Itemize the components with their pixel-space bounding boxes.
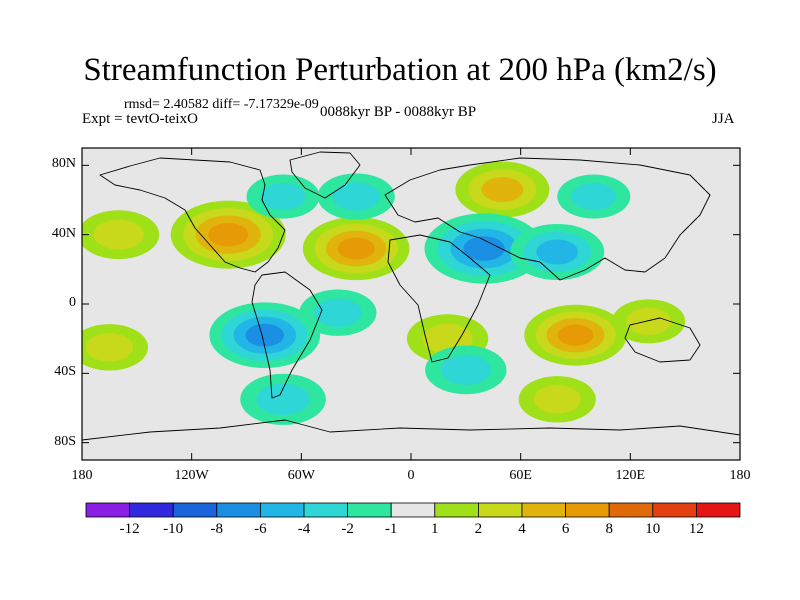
anomaly-contour-2-2: [481, 177, 524, 203]
coastline-north-america: [99, 157, 286, 273]
anomaly-contour-17-1: [314, 298, 362, 327]
period-label: 0088kyr BP - 0088kyr BP: [320, 104, 477, 120]
colorbar-label: -6: [254, 521, 267, 537]
x-tick-label: 0: [407, 468, 415, 483]
colorbar-label: 4: [518, 521, 526, 537]
anomaly-contour-10-2: [536, 239, 579, 265]
anomaly-contour-11-3: [245, 323, 285, 347]
colorbar-box-8: [434, 502, 479, 518]
x-tick-label: 180: [71, 468, 93, 483]
colorbar-box-13: [652, 502, 697, 518]
colorbar-label: -12: [119, 521, 140, 537]
colorbar-box-14: [696, 502, 741, 518]
coastline-greenland: [289, 151, 361, 199]
x-tick-label: 60W: [287, 468, 315, 483]
coastline-eurasia: [384, 157, 711, 281]
experiment-label: Expt = tevtO-teixO: [82, 111, 198, 127]
y-tick-label: 80S: [54, 433, 76, 449]
anomaly-contour-9-3: [463, 236, 505, 261]
rmsd-diff-text: rmsd= 2.40582 diff= -7.17329e-09: [124, 97, 319, 112]
coastline-australia: [624, 317, 701, 363]
colorbar-box-12: [608, 502, 654, 518]
anomaly-fields: [82, 161, 686, 425]
x-tick-label: 60E: [509, 468, 532, 483]
anomaly-contour-0-3: [208, 222, 249, 247]
x-tick-label: 120E: [615, 468, 646, 483]
coastlines: [82, 151, 740, 441]
colorbar-label: 8: [605, 521, 613, 537]
colorbar-label: -4: [297, 521, 311, 537]
colorbar-label: -1: [384, 521, 398, 537]
colorbar-box-5: [303, 502, 348, 518]
season-label: JJA: [712, 111, 735, 127]
y-tick-label: 80N: [51, 156, 76, 172]
anomaly-contour-6-3: [557, 324, 594, 346]
colorbar-label: 2: [474, 521, 483, 537]
colorbar-box-1: [129, 502, 174, 518]
colorbar-label: 10: [645, 521, 661, 537]
map-title: Streamfunction Perturbation at 200 hPa (…: [83, 52, 717, 88]
anomaly-contour-7-1: [626, 307, 672, 335]
anomaly-contour-16-1: [571, 182, 617, 211]
anomaly-contour-12-1: [256, 383, 310, 416]
colorbar-label: 6: [561, 521, 570, 537]
colorbar-box-2: [172, 502, 218, 518]
colorbar-label: -10: [163, 521, 184, 537]
anomaly-contour-1-3: [337, 237, 375, 260]
anomaly-contour-13-1: [440, 354, 491, 385]
colorbar-box-11: [565, 502, 610, 518]
anomaly-contour-4-1: [85, 333, 134, 362]
x-tick-label: 180: [729, 468, 751, 483]
y-tick-label: 0: [69, 295, 76, 310]
colorbar-box-9: [477, 502, 523, 518]
y-tick-label: 40S: [54, 364, 76, 380]
colorbar-box-10: [521, 502, 566, 518]
colorbar-label: -8: [210, 521, 224, 537]
colorbar-box-7: [390, 502, 436, 518]
anomaly-contour-3-1: [93, 219, 144, 250]
colorbar: [85, 502, 741, 518]
anomaly-contour-14-1: [332, 182, 380, 211]
colorbar-box-0: [85, 502, 130, 518]
coastline-south-america: [251, 271, 323, 399]
colorbar-label: 1: [431, 521, 439, 537]
colorbar-box-6: [347, 502, 392, 518]
colorbar-box-3: [216, 502, 261, 518]
coastline-antarctica: [82, 419, 740, 441]
x-tick-label: 120W: [174, 468, 209, 483]
axis-ticks: [81, 148, 741, 460]
colorbar-label: 12: [688, 521, 704, 537]
y-tick-label: 40N: [51, 225, 76, 241]
colorbar-box-4: [259, 502, 305, 518]
anomaly-contour-15-1: [260, 182, 306, 211]
coastline-africa: [387, 234, 491, 363]
anomaly-contour-8-1: [533, 385, 581, 414]
colorbar-label: -2: [341, 521, 354, 537]
